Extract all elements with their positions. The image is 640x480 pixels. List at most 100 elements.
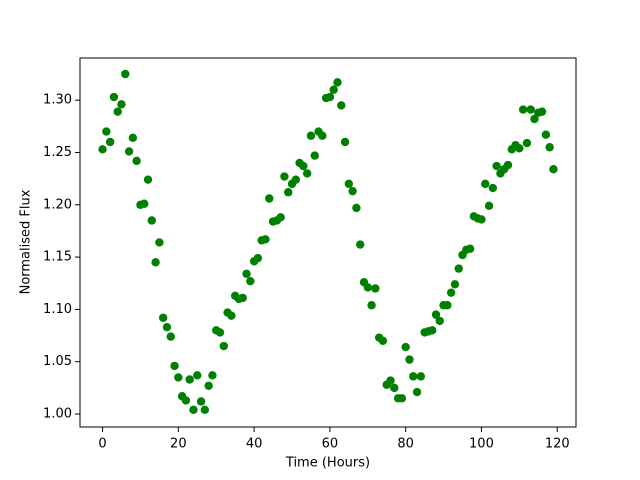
x-axis-label: Time (Hours): [285, 456, 370, 471]
data-point: [158, 313, 168, 322]
data-point: [329, 85, 338, 94]
data-point: [371, 284, 380, 293]
data-point: [526, 105, 535, 114]
data-point: [306, 131, 316, 140]
data-point: [310, 151, 319, 160]
data-point: [227, 311, 236, 320]
data-point: [219, 341, 228, 351]
data-point: [515, 144, 524, 153]
data-point: [367, 301, 376, 310]
data-point: [291, 175, 300, 184]
data-point: [193, 371, 202, 380]
data-point: [280, 172, 289, 181]
data-point: [416, 372, 426, 381]
data-point: [337, 101, 346, 110]
data-point: [253, 253, 263, 263]
data-point: [518, 105, 528, 114]
data-point: [208, 371, 217, 380]
data-point: [356, 240, 365, 249]
data-point: [318, 131, 327, 140]
data-point: [386, 376, 395, 385]
x-tick-label: 40: [246, 437, 263, 452]
data-point: [431, 310, 441, 319]
data-point: [121, 69, 130, 79]
y-tick-label: 1.10: [43, 302, 72, 317]
x-tick-label: 0: [98, 437, 106, 452]
data-point: [522, 138, 532, 148]
x-tick-label: 100: [469, 437, 494, 452]
data-point: [147, 216, 157, 225]
data-point: [390, 383, 399, 393]
data-point: [446, 288, 456, 297]
data-point: [284, 188, 293, 197]
data-point: [181, 396, 191, 405]
data-point: [143, 175, 153, 184]
data-point: [200, 405, 210, 415]
data-point: [412, 387, 422, 397]
data-point: [481, 179, 490, 189]
data-point: [246, 276, 255, 286]
data-point: [140, 199, 149, 208]
data-point: [124, 147, 134, 156]
data-point: [537, 107, 547, 116]
data-point: [344, 179, 354, 189]
data-point: [484, 201, 494, 211]
y-tick-label: 1.30: [43, 93, 72, 108]
data-point: [166, 332, 175, 341]
data-point: [299, 161, 308, 171]
data-point: [155, 238, 164, 247]
data-point: [454, 264, 463, 273]
data-point: [215, 328, 225, 337]
data-point: [450, 280, 460, 289]
data-point: [530, 114, 539, 124]
data-point: [102, 127, 111, 136]
data-point: [117, 100, 126, 109]
data-point: [325, 92, 335, 102]
y-tick-label: 1.15: [43, 250, 72, 265]
y-axis-label: Normalised Flux: [19, 189, 34, 294]
y-tick-label: 1.05: [43, 354, 72, 369]
data-point: [397, 394, 407, 403]
x-tick-label: 120: [545, 437, 570, 452]
plot-frame: [79, 57, 577, 428]
data-point: [378, 336, 388, 345]
data-point: [185, 375, 194, 384]
data-point: [174, 373, 183, 382]
data-point: [170, 361, 179, 371]
data-point: [261, 235, 270, 244]
y-tick-label: 1.25: [43, 145, 72, 160]
data-point: [435, 316, 444, 326]
data-point: [265, 194, 274, 203]
data-point: [409, 372, 418, 381]
x-tick-label: 20: [170, 437, 187, 452]
data-point: [204, 381, 213, 390]
data-point: [276, 213, 285, 222]
x-tick-label: 80: [397, 437, 414, 452]
y-tick-label: 1.00: [43, 407, 72, 422]
data-point: [340, 137, 350, 147]
data-point: [477, 215, 486, 224]
data-point: [105, 137, 115, 147]
data-point: [549, 165, 558, 174]
data-point: [405, 355, 414, 364]
data-point: [132, 156, 141, 166]
data-point: [492, 161, 501, 171]
data-point: [465, 244, 475, 253]
data-point: [443, 301, 452, 310]
data-point: [128, 133, 138, 143]
data-point: [189, 405, 198, 415]
data-point: [196, 397, 206, 406]
data-point: [545, 143, 554, 152]
data-point: [151, 258, 160, 267]
data-point: [242, 269, 251, 279]
data-point: [162, 322, 172, 332]
x-tick-label: 60: [322, 437, 339, 452]
data-point: [302, 169, 312, 178]
data-point: [98, 145, 107, 154]
y-tick-label: 1.20: [43, 197, 72, 212]
data-point: [333, 78, 342, 87]
data-point: [428, 326, 437, 335]
